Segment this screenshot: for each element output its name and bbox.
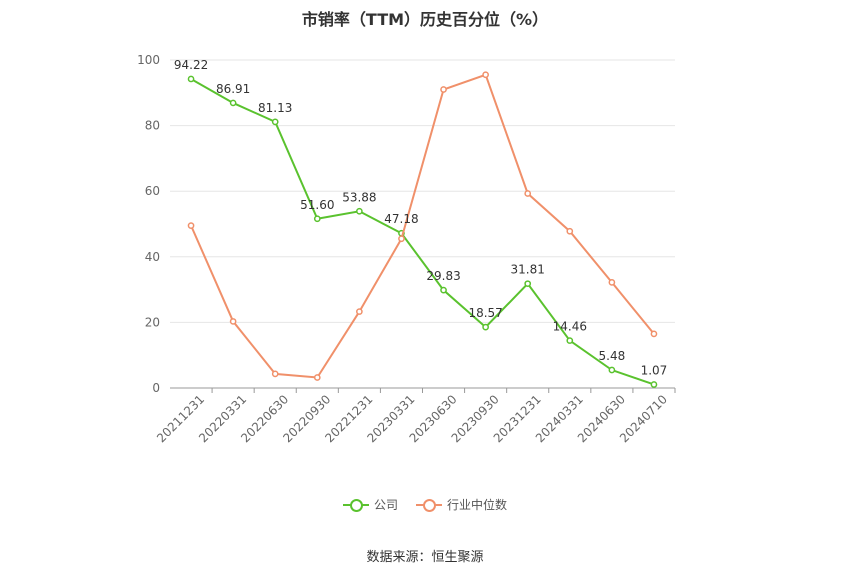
data-point <box>608 279 616 286</box>
legend-item-industry-median[interactable]: 行业中位数 <box>416 496 507 513</box>
data-label: 5.48 <box>599 349 626 363</box>
data-point <box>566 337 574 344</box>
data-label: 51.60 <box>300 198 334 212</box>
data-point <box>313 215 321 223</box>
y-tick-label: 40 <box>145 250 160 264</box>
data-label: 86.91 <box>216 82 250 96</box>
series-lines <box>187 71 658 388</box>
data-point <box>524 190 532 197</box>
legend: 公司 行业中位数 <box>0 496 850 513</box>
data-point <box>313 374 321 381</box>
data-point <box>271 370 279 378</box>
data-point <box>608 366 616 374</box>
gridlines <box>170 59 675 323</box>
data-label: 53.88 <box>342 190 376 204</box>
chart-title: 市销率（TTM）历史百分位（%） <box>301 10 549 29</box>
y-tick-label: 80 <box>145 119 160 133</box>
data-point <box>482 71 489 79</box>
data-point <box>566 227 574 235</box>
legend-label-company: 公司 <box>373 498 398 512</box>
data-labels: 94.22 86.91 81.13 51.60 53.88 47.18 29.83 18.57… <box>174 58 667 378</box>
data-source: 数据来源：恒生聚源 <box>366 550 484 565</box>
legend-item-company[interactable]: 公司 <box>342 496 398 513</box>
y-tick-label: 20 <box>145 315 160 329</box>
data-label: 47.18 <box>384 212 418 226</box>
data-label: 81.13 <box>258 101 292 115</box>
data-point <box>229 318 237 325</box>
data-label: 14.46 <box>553 320 587 334</box>
data-point <box>650 330 658 338</box>
data-label: 94.22 <box>174 58 208 72</box>
legend-marker-company <box>342 498 369 512</box>
data-point <box>187 222 195 229</box>
data-point <box>440 86 447 93</box>
data-point <box>356 207 363 215</box>
data-point <box>650 381 658 388</box>
data-point <box>229 99 237 107</box>
legend-label-industry-median: 行业中位数 <box>447 498 508 512</box>
x-axis: 2021123120220331202206302022093020221231… <box>154 387 676 445</box>
data-label: 1.07 <box>641 363 668 377</box>
data-point <box>271 118 279 126</box>
data-point <box>356 308 363 315</box>
y-tick-label: 100 <box>137 53 160 67</box>
data-point <box>524 280 532 288</box>
y-axis: 0 20 40 60 80 100 <box>137 53 160 395</box>
series-line-1 <box>190 73 655 379</box>
data-point <box>187 75 195 83</box>
y-tick-label: 60 <box>145 184 160 198</box>
series-line-0 <box>190 78 655 386</box>
data-point <box>482 323 489 331</box>
legend-marker-industry-median <box>416 498 442 512</box>
y-tick-label: 0 <box>152 381 160 395</box>
data-point <box>398 235 405 243</box>
data-label: 18.57 <box>468 306 502 320</box>
data-point <box>440 286 447 294</box>
data-label: 29.83 <box>426 269 460 283</box>
data-label: 31.81 <box>511 263 545 277</box>
